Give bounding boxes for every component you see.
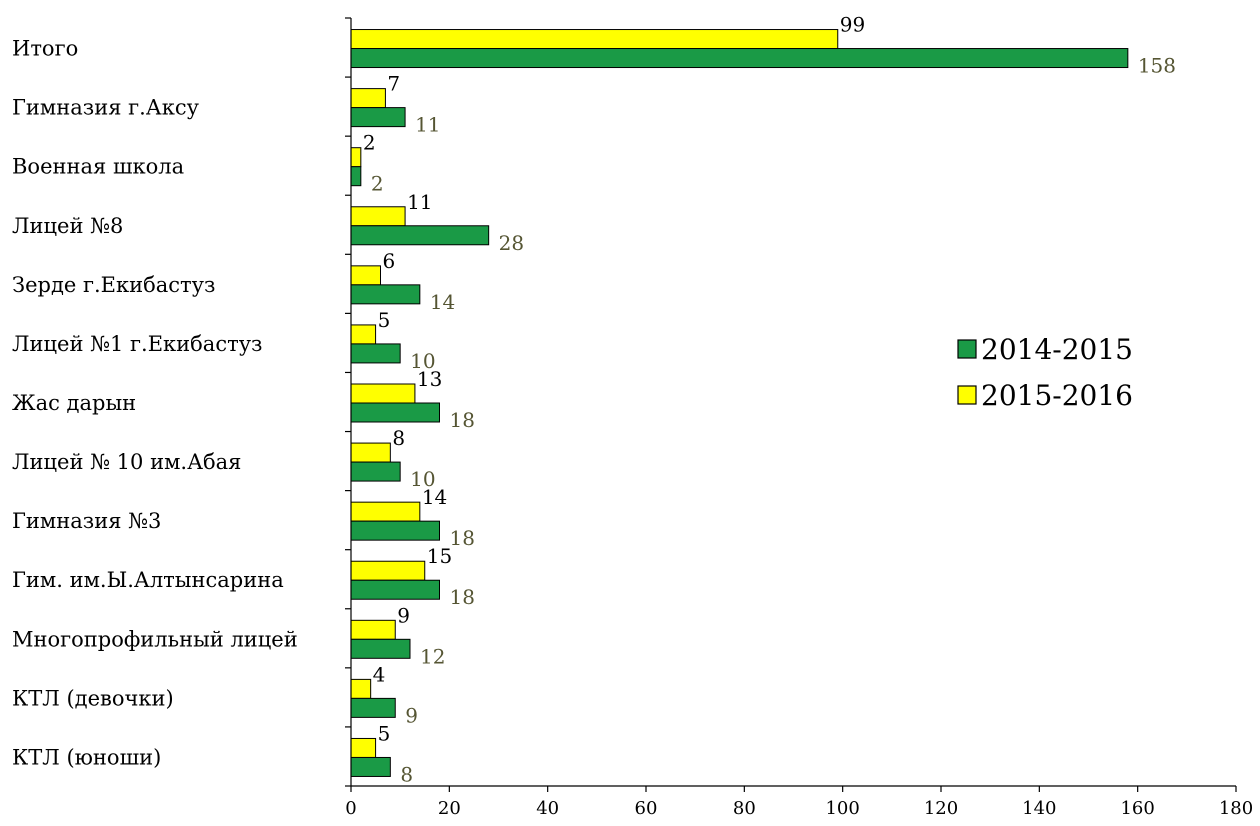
data-label-2015-2016: 14 bbox=[422, 485, 447, 509]
data-label-2014-2015: 18 bbox=[450, 526, 475, 550]
data-label-2014-2015: 2 bbox=[371, 172, 384, 196]
bar-2014-2015 bbox=[350, 638, 411, 659]
data-label-2014-2015: 9 bbox=[405, 703, 418, 727]
category-label: Гимназия №3 bbox=[12, 509, 161, 533]
bar-2014-2015 bbox=[350, 343, 401, 364]
bar-2014-2015 bbox=[350, 697, 396, 718]
bar-2015-2016 bbox=[350, 678, 372, 699]
category-labels: Итого Гимназия г.Аксу Военная школа Лицей №… bbox=[12, 37, 298, 770]
data-label-2014-2015: 18 bbox=[450, 585, 475, 609]
data-label-2015-2016: 6 bbox=[383, 249, 396, 273]
category-label: Лицей № 10 им.Абая bbox=[12, 450, 241, 474]
bar-2015-2016 bbox=[350, 501, 421, 522]
data-label-2015-2016: 11 bbox=[407, 190, 432, 214]
category-label: Лицей №8 bbox=[12, 214, 123, 238]
data-label-2014-2015: 12 bbox=[420, 644, 445, 668]
bar-2014-2015 bbox=[350, 461, 401, 482]
legend-swatch bbox=[957, 339, 977, 359]
data-label-2015-2016: 99 bbox=[840, 13, 865, 37]
data-label-2014-2015: 28 bbox=[499, 231, 524, 255]
bar-2015-2016 bbox=[350, 560, 426, 581]
data-label-2015-2016: 7 bbox=[387, 72, 400, 96]
bar-2015-2016 bbox=[350, 737, 377, 758]
x-tick-label: 100 bbox=[825, 798, 859, 819]
bar-2015-2016 bbox=[350, 265, 381, 286]
data-label-2015-2016: 2 bbox=[363, 131, 376, 155]
category-label: Зерде г.Екибастуз bbox=[12, 273, 215, 297]
legend-label: 2014-2015 bbox=[981, 333, 1133, 366]
bar-2015-2016 bbox=[350, 29, 839, 50]
axes: 0 20 40 60 80 100 120 140 160 180 bbox=[345, 17, 1253, 819]
bar-2015-2016 bbox=[350, 383, 416, 404]
data-label-2014-2015: 14 bbox=[430, 290, 455, 314]
data-label-2015-2016: 15 bbox=[427, 544, 452, 568]
legend-label: 2015-2016 bbox=[981, 379, 1133, 412]
bar-2014-2015 bbox=[350, 520, 440, 541]
data-label-2015-2016: 4 bbox=[373, 662, 386, 686]
data-label-2015-2016: 9 bbox=[397, 603, 410, 627]
data-label-2014-2015: 18 bbox=[450, 408, 475, 432]
data-label-2015-2016: 5 bbox=[378, 721, 391, 745]
category-label: Многопрофильный лицей bbox=[12, 627, 298, 651]
data-labels: 9915871122112861451013188101418151891249… bbox=[363, 13, 1176, 787]
bar-2015-2016 bbox=[350, 88, 386, 109]
x-tick-label: 20 bbox=[438, 798, 461, 819]
bar-2015-2016 bbox=[350, 324, 377, 345]
bar-2015-2016 bbox=[350, 619, 396, 640]
category-label: Итого bbox=[12, 37, 78, 61]
x-tick-label: 160 bbox=[1120, 798, 1154, 819]
bar-2015-2016 bbox=[350, 442, 391, 463]
x-tick-label: 120 bbox=[924, 798, 958, 819]
bar-2014-2015 bbox=[350, 48, 1129, 69]
legend: 2014-2015 2015-2016 bbox=[957, 333, 1133, 412]
bar-2014-2015 bbox=[350, 579, 440, 600]
category-label: Гимназия г.Аксу bbox=[12, 96, 200, 120]
data-label-2014-2015: 10 bbox=[410, 467, 435, 491]
x-tick-label: 60 bbox=[635, 798, 658, 819]
data-label-2014-2015: 158 bbox=[1138, 54, 1176, 78]
bar-2014-2015 bbox=[350, 756, 391, 777]
x-tick-label: 0 bbox=[345, 798, 356, 819]
bar-2014-2015 bbox=[350, 225, 490, 246]
x-tick-label: 180 bbox=[1219, 798, 1253, 819]
bar-2015-2016 bbox=[350, 206, 406, 227]
x-tick-label: 80 bbox=[733, 798, 756, 819]
category-label: Жас дарын bbox=[12, 391, 136, 415]
bar-2014-2015 bbox=[350, 166, 362, 187]
bar-2014-2015 bbox=[350, 107, 406, 128]
category-label: Военная школа bbox=[12, 155, 184, 179]
category-label: КТЛ (девочки) bbox=[12, 686, 174, 710]
data-label-2014-2015: 10 bbox=[410, 349, 435, 373]
category-label: Лицей №1 г.Екибастуз bbox=[12, 332, 263, 356]
data-label-2014-2015: 11 bbox=[415, 113, 440, 137]
bar-2015-2016 bbox=[350, 147, 362, 168]
category-label: КТЛ (юноши) bbox=[12, 745, 161, 769]
data-label-2014-2015: 8 bbox=[400, 762, 413, 786]
legend-swatch bbox=[957, 385, 977, 405]
data-label-2015-2016: 8 bbox=[392, 426, 405, 450]
category-label: Гим. им.Ы.Алтынсарина bbox=[12, 568, 284, 592]
bar-2014-2015 bbox=[350, 284, 421, 305]
bar-2014-2015 bbox=[350, 402, 440, 423]
data-label-2015-2016: 5 bbox=[378, 308, 391, 332]
x-tick-label: 40 bbox=[536, 798, 559, 819]
x-tick-label: 140 bbox=[1022, 798, 1056, 819]
bars bbox=[350, 29, 1129, 777]
data-label-2015-2016: 13 bbox=[417, 367, 442, 391]
